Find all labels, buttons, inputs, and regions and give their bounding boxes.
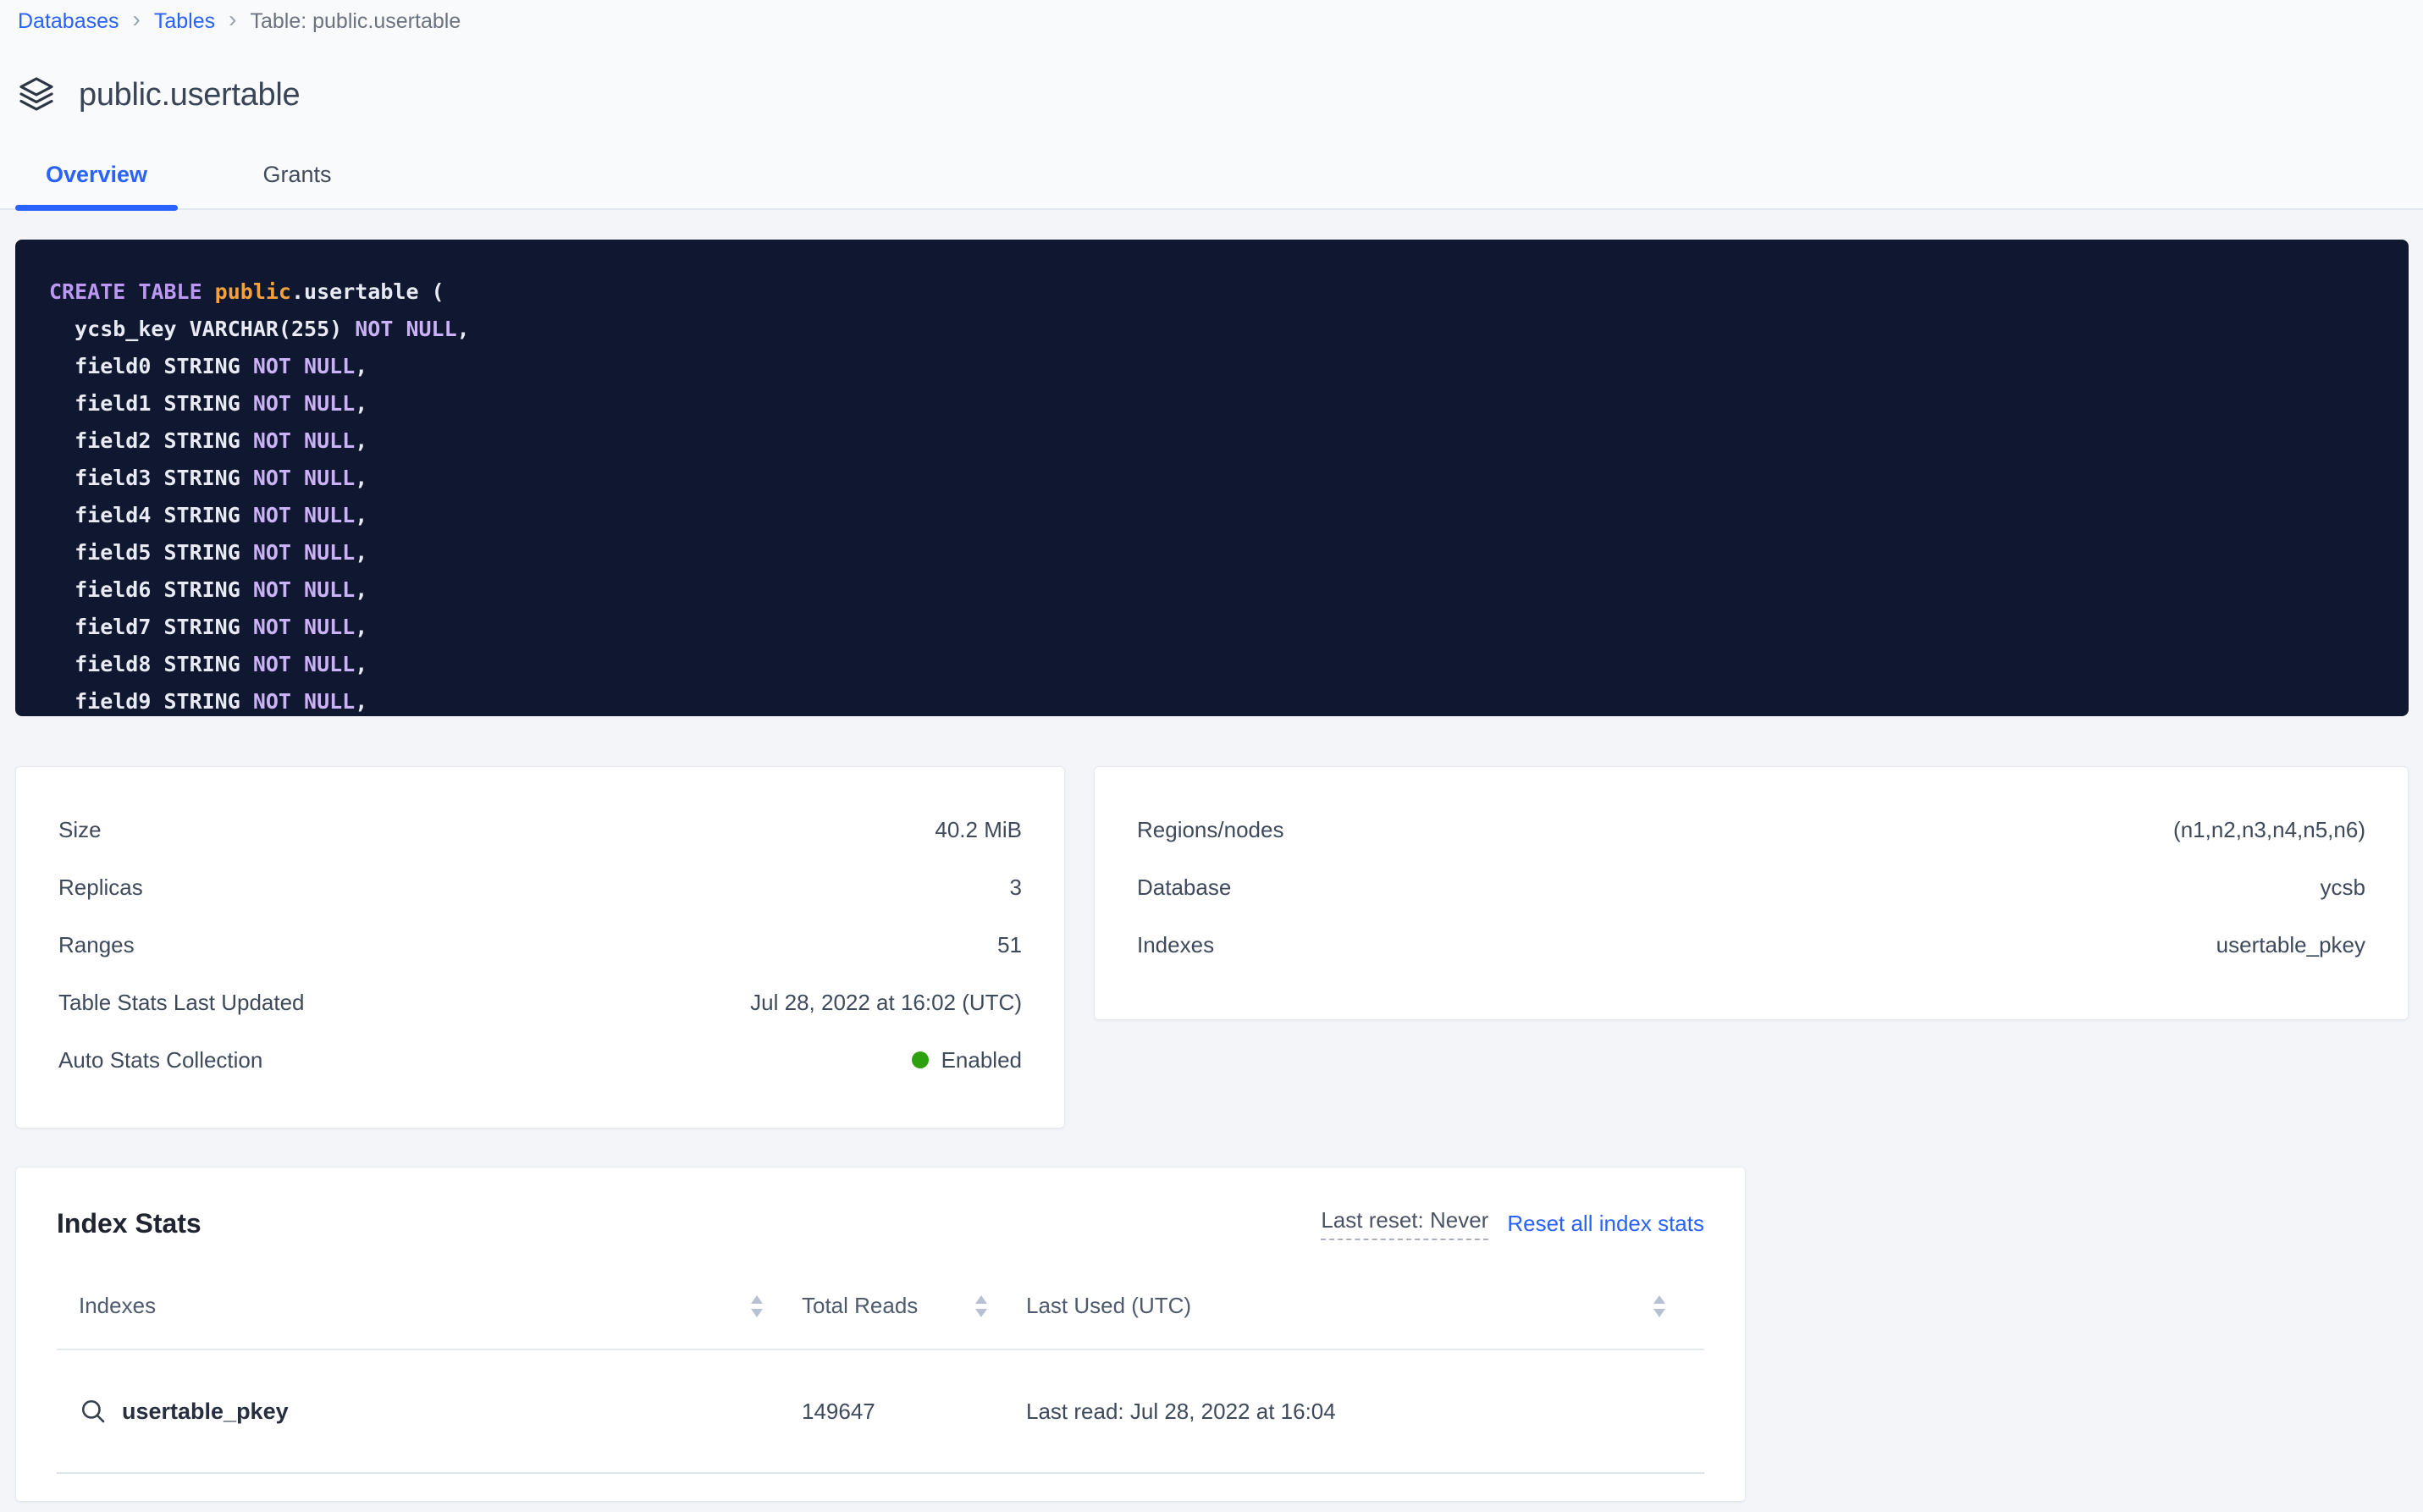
summary-row: Size 40.2 MiB (58, 801, 1022, 858)
tab-bar: Overview Grants (15, 162, 417, 211)
summary-row: Auto Stats Collection Enabled (58, 1031, 1022, 1089)
sort-icon[interactable] (1653, 1285, 1665, 1317)
page-content: CREATE TABLE public.usertable ( ycsb_key… (0, 210, 2423, 1502)
tab-grants[interactable]: Grants (216, 162, 378, 208)
sql-line: field1 STRING NOT NULL, (49, 391, 368, 416)
index-stats-card: Index Stats Last reset: Never Reset all … (15, 1167, 1746, 1502)
index-stats-table-header: Indexes Total Reads Last Used (UTC) (57, 1283, 1704, 1350)
tab-grants-label: Grants (262, 162, 332, 187)
index-stats-table-row: usertable_pkey 149647 Last read: Jul 28,… (57, 1350, 1704, 1474)
last-reset-label[interactable]: Last reset: Never (1321, 1207, 1489, 1240)
sql-line: field7 STRING NOT NULL, (49, 615, 368, 639)
sql-line: field6 STRING NOT NULL, (49, 577, 368, 602)
sort-icon[interactable] (751, 1285, 763, 1317)
total-reads-value: 149647 (802, 1398, 875, 1424)
summary-label: Auto Stats Collection (58, 1046, 263, 1073)
summary-value: 40.2 MiB (935, 816, 1022, 842)
layers-stack-icon (16, 74, 57, 115)
summary-label: Table Stats Last Updated (58, 989, 305, 1015)
summary-label: Size (58, 816, 102, 842)
summary-row: Regions/nodes (n1,n2,n3,n4,n5,n6) (1137, 801, 2365, 858)
summary-row: Indexes usertable_pkey (1137, 916, 2365, 974)
index-name: usertable_pkey (122, 1398, 289, 1424)
tab-overview[interactable]: Overview (15, 162, 178, 211)
summary-label: Ranges (58, 931, 135, 957)
sql-line: field5 STRING NOT NULL, (49, 540, 368, 565)
chevron-right-icon: › (132, 6, 141, 32)
database-details-card: Regions/nodes (n1,n2,n3,n4,n5,n6) Database… (1094, 766, 2409, 1020)
breadcrumb-current: Table: public.usertable (250, 8, 461, 33)
breadcrumb-link-tables[interactable]: Tables (153, 8, 216, 33)
sql-line: field2 STRING NOT NULL, (49, 428, 368, 453)
index-name-link[interactable]: usertable_pkey (79, 1397, 289, 1426)
summary-value: 3 (1009, 874, 1022, 900)
summary-value: 51 (997, 931, 1022, 957)
page-header: Databases › Tables › Table: public.usert… (0, 0, 2423, 211)
summary-label: Replicas (58, 874, 143, 900)
sql-line: field3 STRING NOT NULL, (49, 466, 368, 490)
table-details-card: Size 40.2 MiB Replicas 3 Ranges 51 Table Stats… (15, 766, 1065, 1128)
index-stats-title: Index Stats (57, 1207, 201, 1239)
sql-line: field4 STRING NOT NULL, (49, 503, 368, 527)
search-icon (79, 1397, 108, 1426)
status-dot-enabled (911, 1051, 929, 1068)
create-table-sql-block: CREATE TABLE public.usertable ( ycsb_key… (15, 240, 2409, 716)
column-header-total-reads-label: Total Reads (802, 1293, 919, 1318)
index-stats-header: Index Stats Last reset: Never Reset all … (57, 1206, 1704, 1240)
sql-line: CREATE TABLE public.usertable ( (49, 279, 444, 304)
summary-row: Database ycsb (1137, 858, 2365, 916)
column-header-last-used-label: Last Used (UTC) (1026, 1293, 1192, 1318)
summary-value: (n1,n2,n3,n4,n5,n6) (2173, 816, 2365, 842)
column-header-indexes-label: Indexes (79, 1293, 157, 1318)
sql-line: field8 STRING NOT NULL, (49, 652, 368, 676)
breadcrumb: Databases › Tables › Table: public.usert… (18, 8, 2409, 34)
summary-row: Table Stats Last Updated Jul 28, 2022 at … (58, 974, 1022, 1031)
summary-cards-row: Size 40.2 MiB Replicas 3 Ranges 51 Table Stats… (15, 766, 2409, 1128)
summary-label: Indexes (1137, 931, 1215, 957)
tab-overview-label: Overview (45, 162, 148, 187)
title-row: public.usertable (15, 74, 2409, 115)
sql-line: ycsb_key VARCHAR(255) NOT NULL, (49, 317, 470, 341)
summary-value: ycsb (2320, 874, 2365, 900)
summary-value: usertable_pkey (2216, 931, 2365, 957)
chevron-right-icon: › (229, 6, 237, 32)
reset-all-index-stats-link[interactable]: Reset all index stats (1507, 1210, 1704, 1236)
sort-icon[interactable] (975, 1285, 987, 1317)
summary-label: Database (1137, 874, 1232, 900)
active-tab-indicator (15, 205, 178, 211)
page-title: public.usertable (79, 76, 301, 113)
summary-value: Jul 28, 2022 at 16:02 (UTC) (750, 989, 1022, 1015)
column-header-total-reads[interactable]: Total Reads (802, 1283, 918, 1319)
summary-row: Ranges 51 (58, 916, 1022, 974)
sql-line: field9 STRING NOT NULL, (49, 689, 368, 714)
index-stats-controls: Last reset: Never Reset all index stats (1321, 1207, 1704, 1240)
column-header-last-used[interactable]: Last Used (UTC) (1026, 1283, 1191, 1319)
sql-line: field0 STRING NOT NULL, (49, 354, 368, 378)
summary-label: Regions/nodes (1137, 816, 1284, 842)
last-used-value: Last read: Jul 28, 2022 at 16:04 (1026, 1398, 1336, 1424)
summary-row: Replicas 3 (58, 858, 1022, 916)
summary-value: Enabled (911, 1047, 1022, 1073)
breadcrumb-link-databases[interactable]: Databases (18, 8, 119, 33)
column-header-indexes[interactable]: Indexes (79, 1283, 156, 1319)
